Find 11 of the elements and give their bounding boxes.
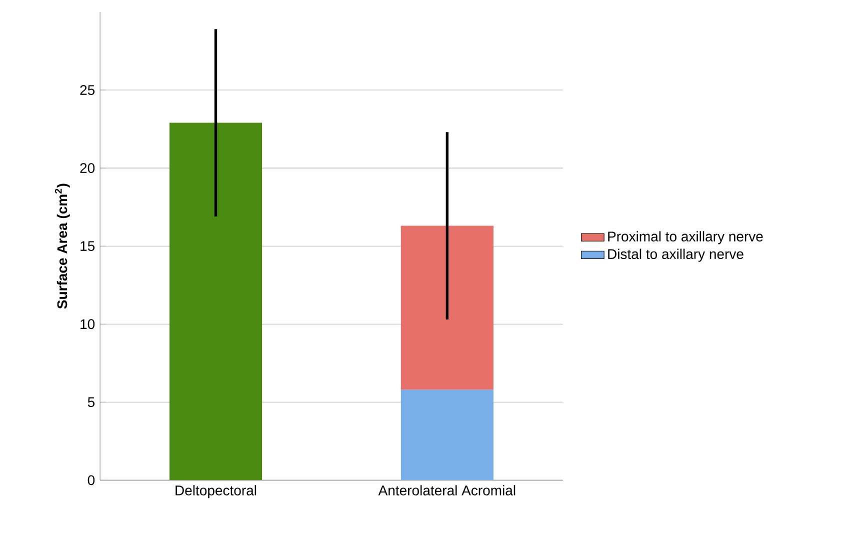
legend-label: Distal to axillary nerve [608,248,744,262]
x-tick-label: Anterolateral Acromial [378,485,516,496]
y-tick-label: 10 [80,319,95,330]
y-tick-label: 25 [80,85,95,96]
y-tick-label: 15 [80,241,95,252]
y-axis-title: Surface Area (cm$^{2}$) [54,184,70,309]
x-tick-label: Deltopectoral [176,485,256,498]
y-tick-label: 20 [80,163,95,174]
y-tick-label: 5 [88,397,95,408]
y-tick-label: 0 [88,475,95,486]
legend-label: Proximal to axillary nerve [608,231,763,244]
